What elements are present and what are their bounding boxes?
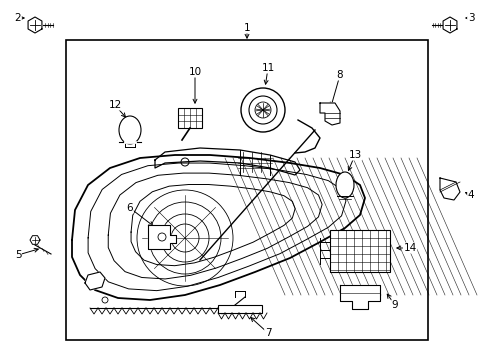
Polygon shape [85,272,105,290]
Text: 1: 1 [243,23,250,33]
Text: 6: 6 [126,203,133,213]
Polygon shape [30,236,40,244]
Text: 4: 4 [467,190,473,200]
Text: 13: 13 [347,150,361,160]
Text: 3: 3 [467,13,473,23]
Polygon shape [442,17,456,33]
Text: 14: 14 [403,243,416,253]
Ellipse shape [335,172,353,198]
Text: 11: 11 [261,63,274,73]
Polygon shape [439,178,459,200]
Text: 7: 7 [264,328,271,338]
Text: 5: 5 [15,250,21,260]
Bar [218,305,262,313]
Text: 12: 12 [108,100,122,110]
Text: 9: 9 [391,300,398,310]
Bar [66,40,427,340]
Polygon shape [28,17,42,33]
Text: 8: 8 [336,70,343,80]
Bar [329,230,389,272]
Bar [178,108,202,128]
Ellipse shape [119,116,141,144]
Polygon shape [319,103,339,125]
Text: 10: 10 [188,67,201,77]
Text: 2: 2 [15,13,21,23]
Polygon shape [148,225,176,249]
Polygon shape [339,285,379,309]
